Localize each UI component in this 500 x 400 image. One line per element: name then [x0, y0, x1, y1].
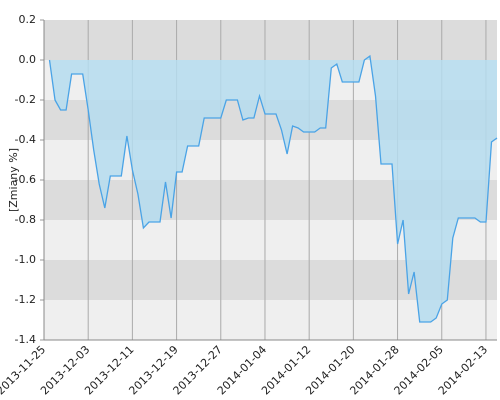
y-tick-label: 0.2 [19, 13, 37, 26]
y-tick-label: -1.2 [15, 293, 36, 306]
y-tick-label: 0.0 [19, 53, 37, 66]
y-tick-label: -0.8 [15, 213, 36, 226]
y-tick-label: -1.0 [15, 253, 36, 266]
y-tick-label: -0.6 [15, 173, 36, 186]
area [49, 56, 497, 322]
y-tick-label: -1.4 [15, 333, 36, 346]
y-tick-label: -0.4 [15, 133, 36, 146]
y-tick-label: -0.2 [15, 93, 36, 106]
y-axis-label: [Zmiany %] [7, 148, 20, 212]
background-band [44, 20, 497, 60]
line [48, 54, 498, 323]
